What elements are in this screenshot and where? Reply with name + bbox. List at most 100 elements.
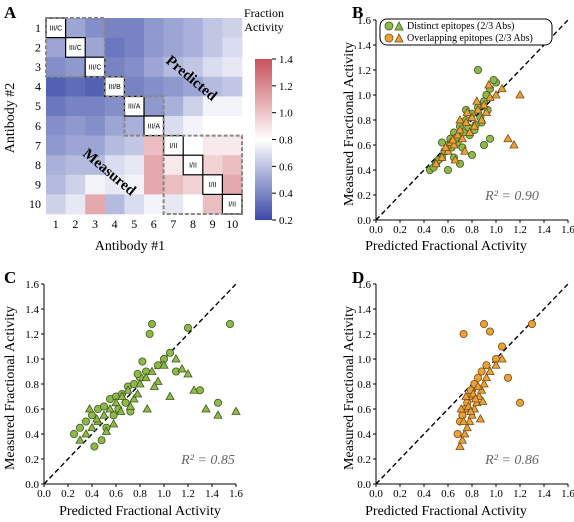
data-point-triangle	[509, 139, 519, 149]
heatmap-cell	[144, 96, 164, 117]
diagonal-box	[182, 154, 204, 176]
heatmap-cell	[183, 37, 204, 58]
data-point-circle	[100, 402, 109, 411]
y-tick-label: 0.0	[357, 479, 371, 491]
data-point-triangle	[450, 154, 460, 164]
panel-a: A III/C III/C III/C III/B III/A III/A I/II I/II…	[3, 3, 293, 254]
heatmap-cell	[202, 57, 223, 78]
panel-c: C 0.00.0 0.2 0.2 0.4 0.4 0.6 0.6 0.8 0.8 1.0 1.0 1.…	[3, 268, 243, 519]
data-point-circle	[133, 369, 142, 378]
heatmap-cell	[222, 57, 243, 78]
data-point-triangle	[101, 426, 112, 435]
data-point-triangle	[431, 158, 441, 168]
data-point-triangle	[462, 107, 472, 116]
heatmap-cell	[124, 18, 145, 38]
panel-b: B 0.00.0 0.2 0.2 0.4 0.4 0.6 0.6 0.8 0.8 1.0 1.0 1.…	[342, 3, 574, 254]
data-point-triangle	[117, 391, 127, 400]
heatmap-cell	[124, 135, 145, 156]
heatmap-x-tick: 5	[131, 217, 137, 231]
heatmap-cell	[163, 37, 184, 58]
legend-green-triangle	[394, 21, 404, 31]
heatmap-cell	[163, 76, 184, 97]
x-tick-label: 1.4	[537, 488, 551, 500]
plot-d-y-label: Measured Fractional Activity	[342, 306, 357, 470]
data-point-triangle	[92, 413, 102, 423]
heatmap-cell	[124, 76, 145, 97]
x-tick-label: 0.4	[417, 488, 431, 500]
data-point-triangle	[75, 435, 85, 444]
heatmap-cell	[65, 135, 86, 156]
heatmap-cell	[104, 116, 125, 136]
data-point-triangle	[448, 134, 458, 144]
scatter-plot-d: 0.00.0 0.2 0.2 0.4 0.4 0.6 0.6 0.8 0.8 1.0 1.0 1.2 1…	[357, 279, 574, 500]
data-point-circle	[479, 319, 488, 328]
cluster-label: I/II	[170, 143, 178, 150]
data-point-triangle	[485, 92, 495, 101]
data-point-circle	[489, 76, 498, 85]
y-tick-label: 0.0	[357, 215, 371, 227]
x-tick-label: 1.0	[489, 224, 503, 236]
legend-orange-circle	[384, 33, 394, 43]
heatmap-cell	[183, 174, 204, 195]
x-tick-label: 0.6	[441, 488, 455, 500]
data-point-triangle	[87, 422, 97, 432]
legend-green-circle	[384, 21, 394, 31]
y-tick-label: 0.8	[357, 115, 371, 127]
heatmap-cell	[85, 57, 106, 78]
x-tick-label: 1.2	[513, 224, 527, 236]
heatmap-cell	[202, 116, 223, 136]
heatmap-cell	[46, 18, 66, 38]
x-tick-label: 0.4	[417, 224, 431, 236]
data-point-triangle	[491, 360, 501, 369]
heatmap-x-tick: 6	[151, 217, 157, 231]
heatmap-cell	[104, 76, 125, 97]
data-point-triangle	[466, 406, 476, 415]
y-tick-label: 0.4	[25, 429, 39, 441]
heatmap-cell	[46, 174, 66, 195]
x-tick-label: 0.2	[393, 488, 407, 500]
heatmap-cell	[222, 76, 243, 97]
y-tick-label: 1.4	[357, 40, 371, 52]
data-point-triangle	[470, 393, 481, 403]
y-tick-label: 0.6	[357, 404, 371, 416]
data-point-circle	[88, 411, 97, 420]
heatmap-cell	[85, 76, 106, 97]
heatmap-cell	[202, 18, 223, 38]
heatmap-y-tick: 5	[35, 99, 41, 113]
data-point-triangle	[479, 99, 489, 109]
heatmap-cell	[163, 135, 184, 156]
cluster-group-box	[123, 95, 165, 137]
heatmap-cell	[65, 37, 86, 58]
heatmap-cell	[144, 194, 164, 215]
data-point-triangle	[183, 368, 193, 378]
plot-c-y-label: Measured Fractional Activity	[3, 306, 18, 470]
heatmap-cell	[46, 135, 66, 156]
cluster-label: I/II	[228, 202, 236, 209]
heatmap-cell	[183, 96, 204, 117]
y-tick-label: 0.0	[25, 479, 39, 491]
data-point-triangle	[142, 403, 152, 413]
heatmap-cell	[144, 155, 164, 176]
data-point-circle	[528, 319, 537, 328]
panel-letter-c: C	[4, 268, 16, 287]
data-point-circle	[145, 329, 154, 338]
cluster-group-box	[162, 134, 244, 216]
legend-orange-triangle	[394, 33, 404, 43]
y-tick-label: 1.4	[357, 304, 371, 316]
data-point-triangle	[464, 127, 475, 136]
heatmap-cell	[46, 96, 66, 117]
heatmap-cell	[46, 116, 66, 136]
heatmap-cell	[222, 96, 243, 117]
data-point-triangle	[478, 396, 488, 405]
data-point-triangle	[456, 403, 466, 413]
data-point-triangle	[475, 413, 486, 423]
heatmap-y-ticks: 1 2 3 4 5 6 7 8 9 10	[29, 21, 41, 211]
x-tick-label: 1.6	[229, 488, 243, 500]
data-point-triangle	[123, 385, 133, 394]
heatmap-cell	[183, 116, 204, 136]
heatmap-cell	[163, 155, 184, 176]
data-point-triangle	[461, 117, 471, 126]
heatmap-cell	[183, 57, 204, 78]
heatmap-x-tick: 2	[72, 217, 78, 231]
